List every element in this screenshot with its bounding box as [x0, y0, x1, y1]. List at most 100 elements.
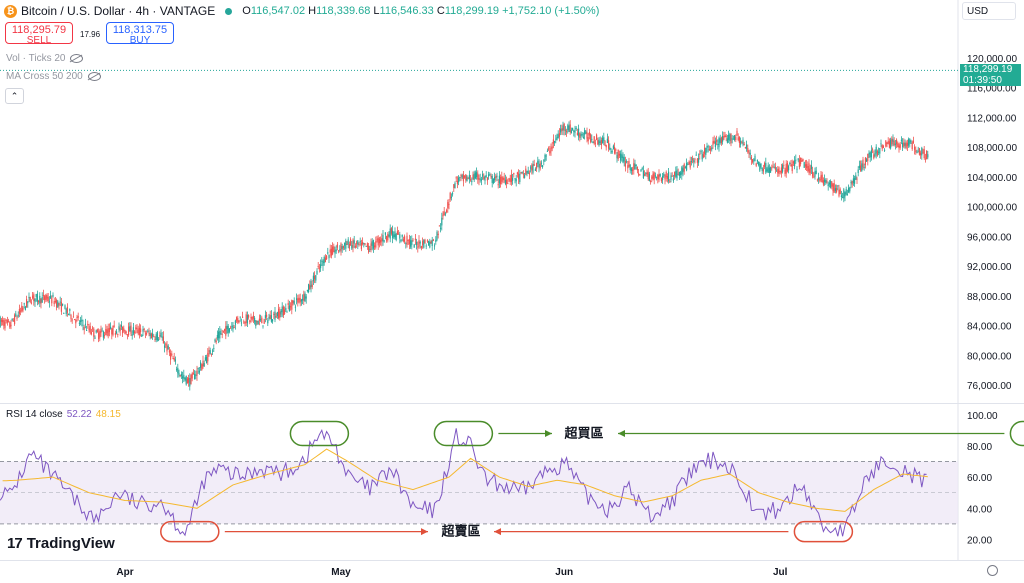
rsi-legend[interactable]: RSI 14 close 52.22 48.15 [6, 409, 121, 420]
overbought-arrow-left-head [618, 429, 625, 437]
candle-body [40, 298, 42, 304]
candle-body [396, 231, 398, 235]
sell-button[interactable]: 118,295.79 SELL [5, 22, 73, 46]
candle-body [772, 165, 774, 167]
candle-body [857, 169, 859, 174]
candle-body [196, 370, 198, 376]
buy-button[interactable]: 118,313.75 BUY [106, 22, 174, 46]
candle-body [792, 161, 794, 164]
candle-body [406, 235, 408, 245]
candle-body [582, 136, 584, 138]
candle-body [540, 162, 542, 164]
candle-body [606, 138, 608, 143]
candle-body [786, 162, 788, 172]
settings-icon[interactable] [987, 565, 998, 576]
candle-body [50, 295, 52, 299]
candle-body [369, 248, 371, 250]
candle-body [594, 142, 596, 144]
candle-body [498, 175, 500, 184]
candle-body [476, 172, 478, 177]
candle-body [920, 152, 922, 156]
candle-body [90, 331, 92, 335]
candle-body [381, 238, 383, 242]
volume-indicator-legend[interactable]: Vol · Ticks 20 [6, 53, 84, 64]
candle-body [694, 158, 696, 160]
candle-body [854, 178, 856, 184]
candle-body [586, 132, 588, 139]
candle-body [380, 239, 382, 243]
price-tick-label: 112,000.00 [967, 113, 1017, 124]
candle-body [596, 134, 598, 140]
oversold-label: 超賣區 [441, 524, 480, 540]
candle-body [926, 150, 928, 160]
price-tick-label: 108,000.00 [967, 143, 1017, 154]
candle-body [413, 244, 415, 248]
candle-body [244, 322, 246, 324]
candle-body [869, 152, 871, 158]
candle-body [791, 163, 793, 172]
candle-body [419, 241, 421, 244]
candle-body [749, 152, 751, 155]
candle-body [441, 217, 443, 226]
candle-body [284, 309, 286, 314]
candle-body [597, 140, 599, 145]
candle-body [387, 234, 389, 241]
candle-body [374, 245, 376, 248]
candle-body [107, 328, 109, 336]
candle-body [144, 333, 146, 335]
candle-body [808, 163, 810, 173]
candle-body [771, 167, 773, 169]
candle-body [474, 172, 476, 179]
price-tick-label: 116,000.00 [967, 84, 1017, 95]
candle-body [611, 151, 613, 153]
candle-body [255, 320, 257, 326]
spread-value: 17.96 [80, 30, 101, 39]
candle-body [149, 333, 151, 337]
candle-body [230, 327, 232, 329]
candle-body [585, 131, 587, 134]
candle-body [701, 153, 703, 160]
candle-body [96, 329, 98, 333]
candle-body [136, 327, 138, 329]
candle-body [407, 239, 409, 241]
candle-body [64, 305, 66, 309]
candle-body [418, 240, 420, 247]
candle-body [335, 249, 337, 252]
candle-body [233, 327, 235, 329]
candle-body [915, 150, 917, 153]
candle-body [47, 296, 49, 301]
candle-body [591, 138, 593, 141]
candle-body [131, 334, 133, 336]
collapse-legend-button[interactable]: ⌃ [5, 88, 24, 104]
candle-body [68, 313, 70, 315]
candle-body [363, 243, 365, 245]
candle-body [795, 159, 797, 161]
candle-body [527, 170, 529, 174]
candle-body [305, 296, 307, 299]
candle-body [460, 174, 462, 177]
candle-body [442, 214, 444, 217]
ma-cross-indicator-legend[interactable]: MA Cross 50 200 [6, 71, 101, 82]
candle-body [473, 173, 475, 180]
candle-body [573, 130, 575, 132]
candle-body [822, 180, 824, 185]
candle-body [100, 328, 102, 333]
price-tick-label: 100,000.00 [967, 203, 1017, 214]
candle-body [287, 303, 289, 305]
tradingview-logo[interactable]: 17 TradingView [7, 535, 115, 552]
candle-body [672, 178, 674, 181]
candle-body [718, 137, 720, 148]
symbol-title[interactable]: Bitcoin / U.S. Dollar · 4h · VANTAGE [21, 4, 216, 18]
candle-body [752, 159, 754, 163]
currency-selector[interactable]: USD [962, 2, 1016, 20]
hidden-eye-icon[interactable] [87, 72, 101, 81]
candle-body [532, 163, 534, 173]
candle-body [660, 177, 662, 182]
candle-body [392, 230, 394, 238]
candle-body [59, 301, 61, 303]
candle-body [788, 166, 790, 171]
candle-body [486, 177, 488, 181]
hidden-eye-icon[interactable] [70, 54, 84, 63]
candle-body [858, 165, 860, 168]
